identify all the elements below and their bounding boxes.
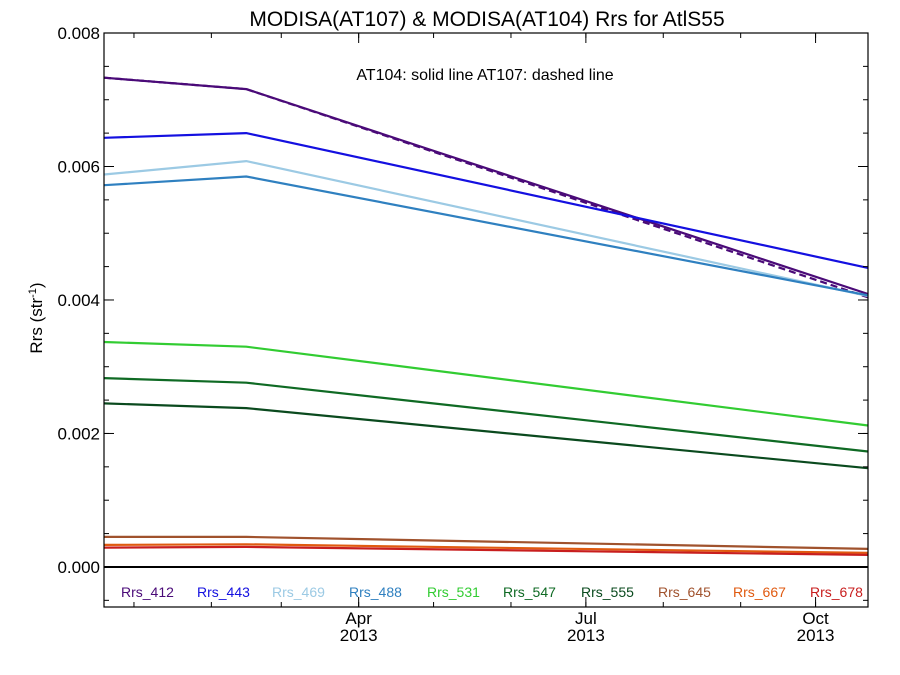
plot-frame xyxy=(103,32,869,608)
series-line-rrs-555 xyxy=(103,402,869,470)
y-tick-label: 0.002 xyxy=(57,424,100,443)
series-line-rrs-667 xyxy=(103,543,869,554)
series-line-rrs-443 xyxy=(103,131,869,269)
x-tick-label-year: 2013 xyxy=(340,626,378,645)
x-tick-label-month: Oct xyxy=(802,609,829,628)
y-tick-label: 0.008 xyxy=(57,24,100,43)
y-axis-label-main: Rrs (str xyxy=(27,298,46,354)
x-tick-label-month: Apr xyxy=(345,609,372,628)
axes-layer: 0.0000.0020.0040.0060.008Apr2013Jul2013O… xyxy=(57,24,869,645)
series-line-rrs-547 xyxy=(103,377,869,453)
legend-entry-rrs-555: Rrs_555 xyxy=(581,584,634,600)
legend-entry-rrs-645: Rrs_645 xyxy=(658,584,711,600)
series-line-rrs-469 xyxy=(103,159,869,298)
y-tick-label: 0.000 xyxy=(57,558,100,577)
y-tick-label: 0.006 xyxy=(57,157,100,176)
series-line-rrs-645 xyxy=(104,535,869,550)
y-axis-label-superscript: -1 xyxy=(27,288,39,298)
legend-entry-rrs-443: Rrs_443 xyxy=(197,584,250,600)
legend-entry-rrs-547: Rrs_547 xyxy=(503,584,556,600)
y-tick-label: 0.004 xyxy=(57,291,100,310)
series-line-rrs-488 xyxy=(103,175,869,297)
legend: Rrs_412 Rrs_443 Rrs_469 Rrs_488 Rrs_531 Rrs_5… xyxy=(121,584,863,600)
legend-entry-rrs-412: Rrs_412 xyxy=(121,584,174,600)
legend-entry-rrs-531: Rrs_531 xyxy=(427,584,480,600)
legend-entry-rrs-678: Rrs_678 xyxy=(810,584,863,600)
series-line-rrs-678 xyxy=(103,545,869,556)
series-line-rrs-531 xyxy=(103,340,869,427)
line-style-annotation: AT104: solid line AT107: dashed line xyxy=(356,67,613,84)
x-tick-label-year: 2013 xyxy=(567,626,605,645)
chart-title: MODISA(AT107) & MODISA(AT104) Rrs for At… xyxy=(249,8,724,31)
legend-entry-rrs-469: Rrs_469 xyxy=(272,584,325,600)
x-tick-label-month: Jul xyxy=(575,609,597,628)
series-layer xyxy=(103,76,869,556)
y-axis-label: Rrs (str-1) xyxy=(27,282,46,353)
legend-entry-rrs-667: Rrs_667 xyxy=(733,584,786,600)
y-axis-label-close: ) xyxy=(27,282,46,288)
legend-entry-rrs-488: Rrs_488 xyxy=(349,584,402,600)
x-tick-label-year: 2013 xyxy=(797,626,835,645)
series-line-dashed-rrs-412 xyxy=(103,76,869,299)
